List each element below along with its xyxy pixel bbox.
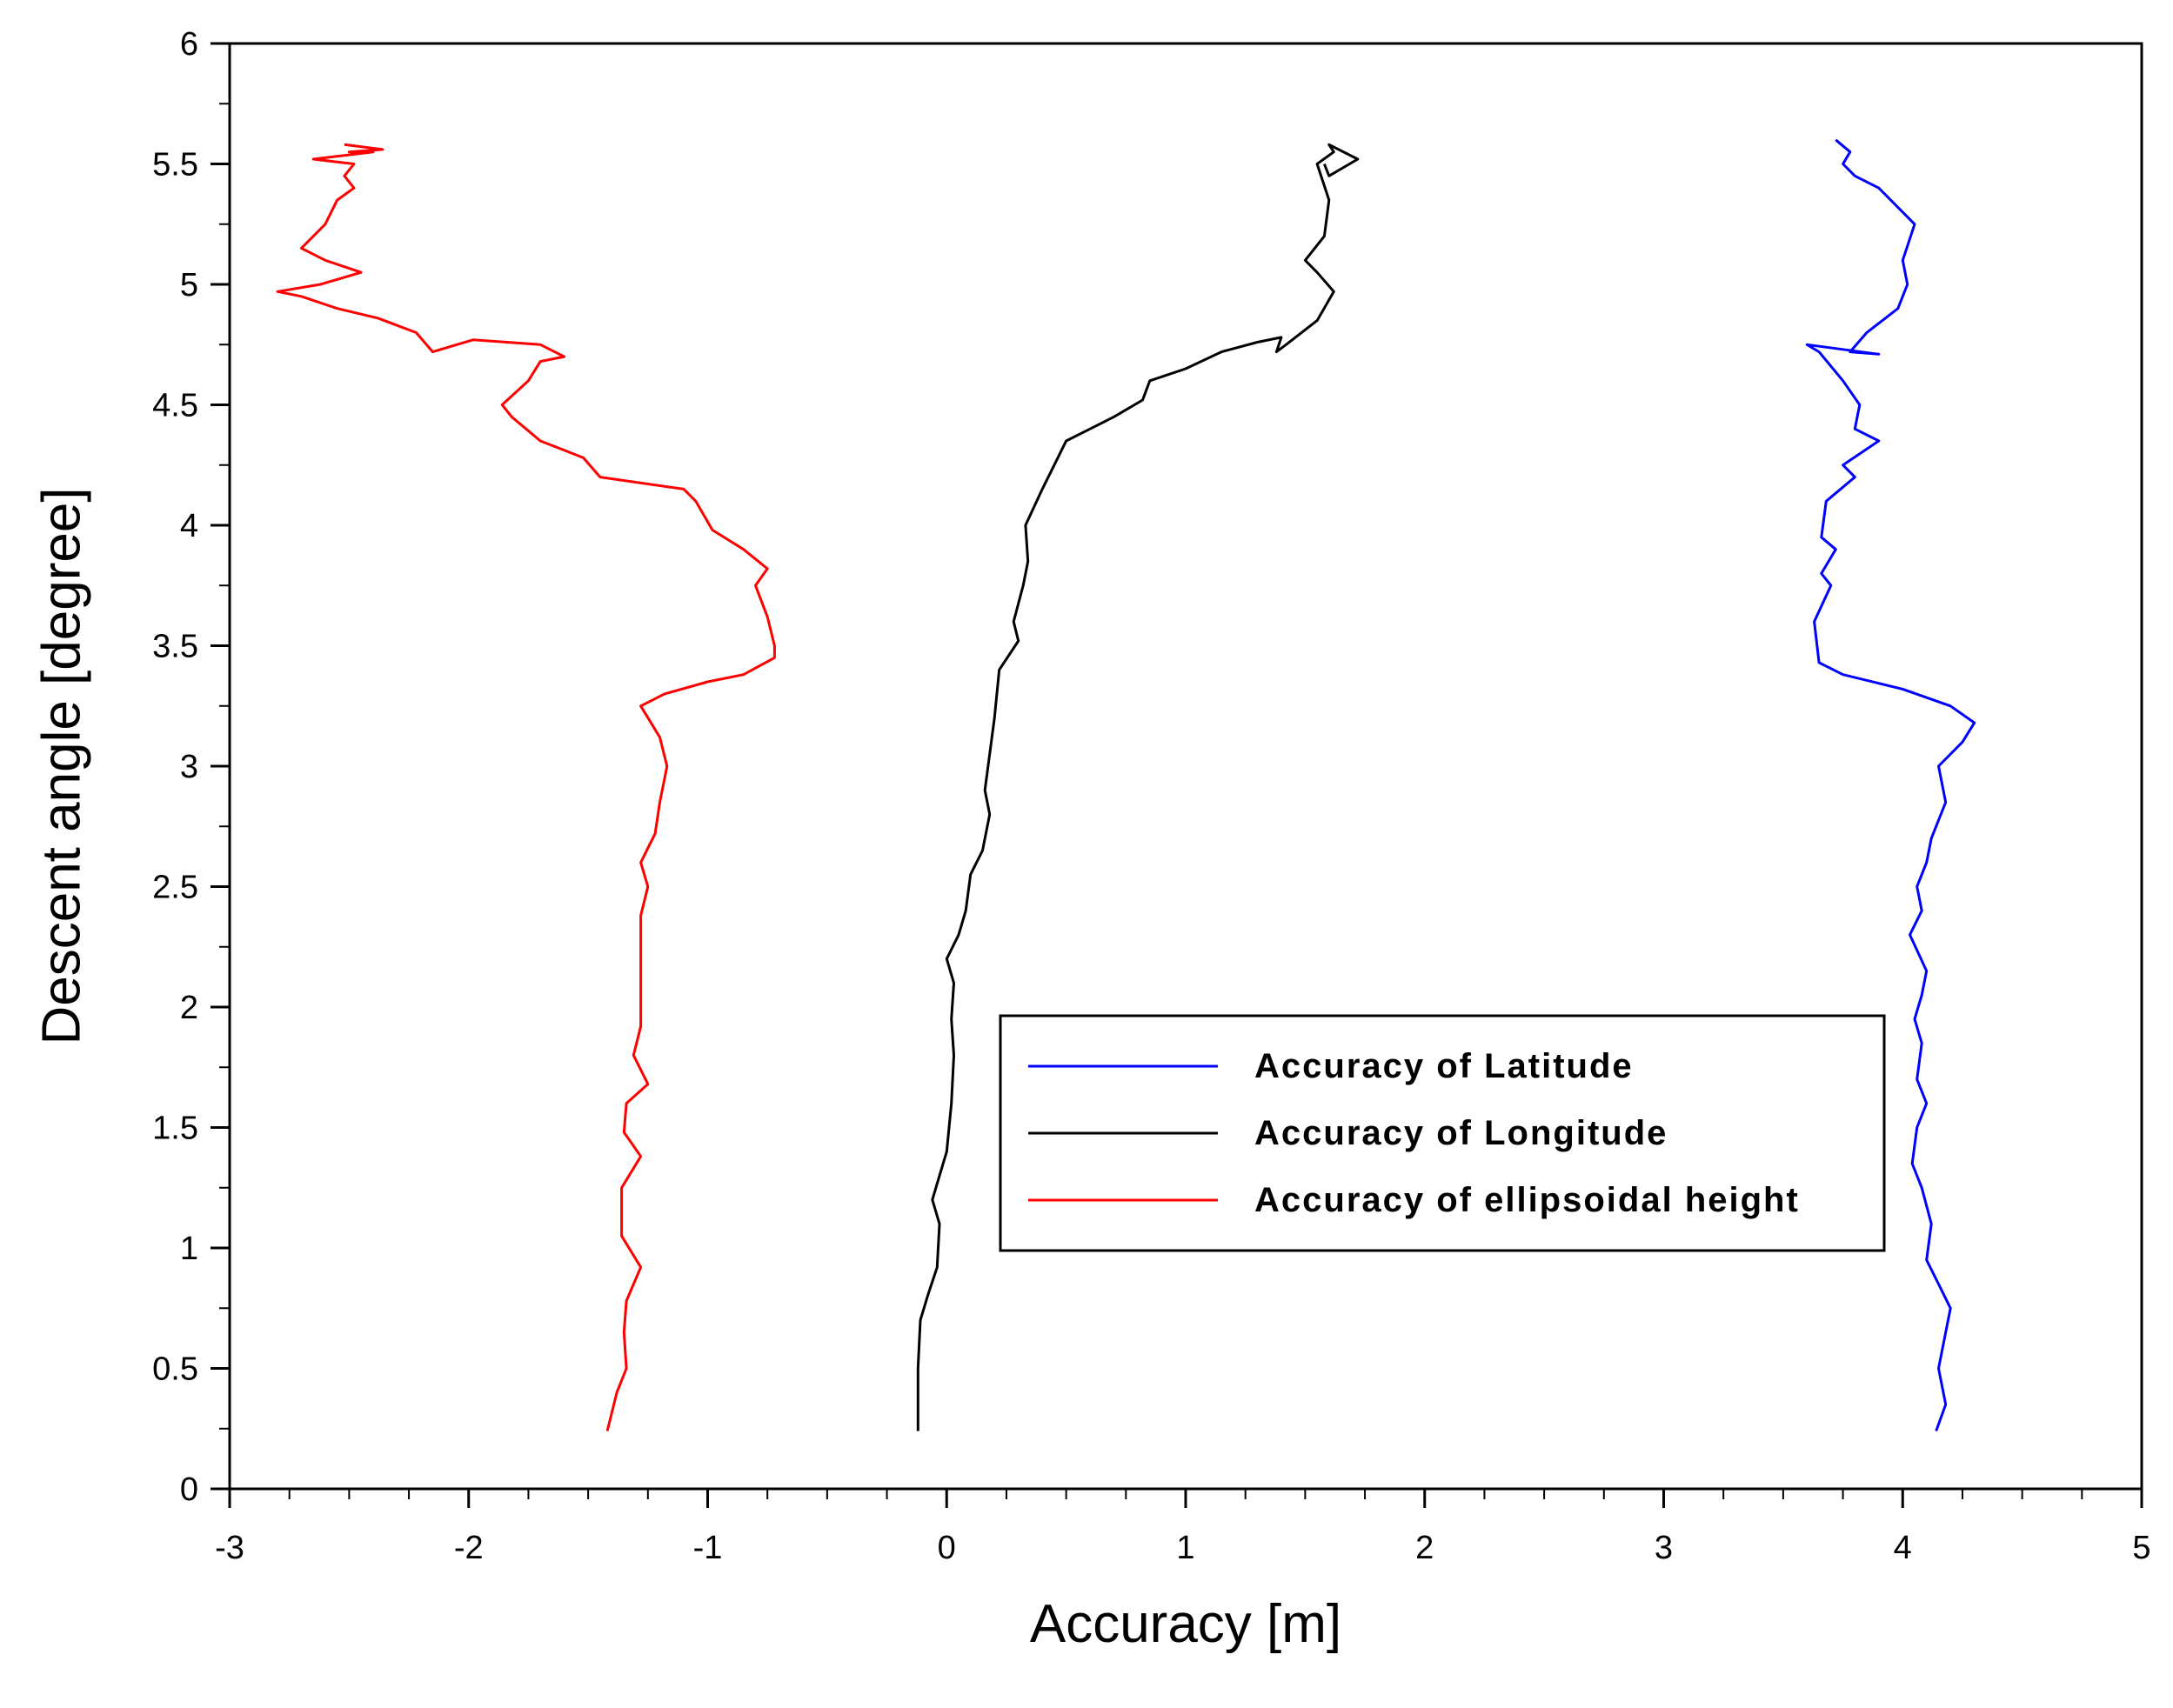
x-tick-label: -3 <box>215 1530 244 1566</box>
y-tick-label: 4.5 <box>152 388 198 424</box>
y-tick-label: 2.5 <box>152 870 198 906</box>
x-tick-label: 5 <box>2132 1530 2150 1566</box>
y-tick-label: 0.5 <box>152 1351 198 1388</box>
y-tick-label: 1.5 <box>152 1111 198 1147</box>
x-axis-ticks: -3 -2 -1 0 1 2 3 4 5 <box>215 1489 2151 1566</box>
series-layer <box>276 138 1976 1432</box>
y-tick-label: 5 <box>180 267 198 304</box>
y-tick-label: 3.5 <box>152 629 198 665</box>
x-tick-label: -2 <box>454 1530 484 1566</box>
y-tick-label: 6 <box>180 26 198 63</box>
x-tick-label: 3 <box>1655 1530 1673 1566</box>
legend-label: Accuracy of Longitude <box>1254 1114 1668 1152</box>
x-tick-label: 1 <box>1176 1530 1194 1566</box>
series-line-0 <box>1805 138 1976 1432</box>
y-tick-label: 1 <box>180 1231 198 1267</box>
x-tick-label: 2 <box>1415 1530 1434 1566</box>
x-tick-label: -1 <box>693 1530 723 1566</box>
x-tick-label: 0 <box>938 1530 956 1566</box>
y-tick-label: 2 <box>180 990 198 1026</box>
legend-label: Accuracy of Latitude <box>1254 1047 1634 1085</box>
y-axis-ticks: 0 0.5 1 1.5 2 2.5 3 3.5 4 4.5 5 5.5 6 <box>152 26 230 1508</box>
x-tick-label: 4 <box>1894 1530 1912 1566</box>
series-line-1 <box>916 143 1360 1431</box>
y-tick-label: 5.5 <box>152 147 198 183</box>
y-tick-label: 4 <box>180 508 198 544</box>
legend: Accuracy of Latitude Accuracy of Longitud… <box>999 1014 1886 1252</box>
y-tick-label: 3 <box>180 749 198 785</box>
legend-label: Accuracy of ellipsoidal height <box>1254 1181 1800 1219</box>
y-tick-label: 0 <box>180 1471 198 1508</box>
x-axis-title: Accuracy [m] <box>1030 1594 1341 1654</box>
series-line-2 <box>276 143 776 1431</box>
y-axis-title: Descent angle [degree] <box>32 487 92 1044</box>
